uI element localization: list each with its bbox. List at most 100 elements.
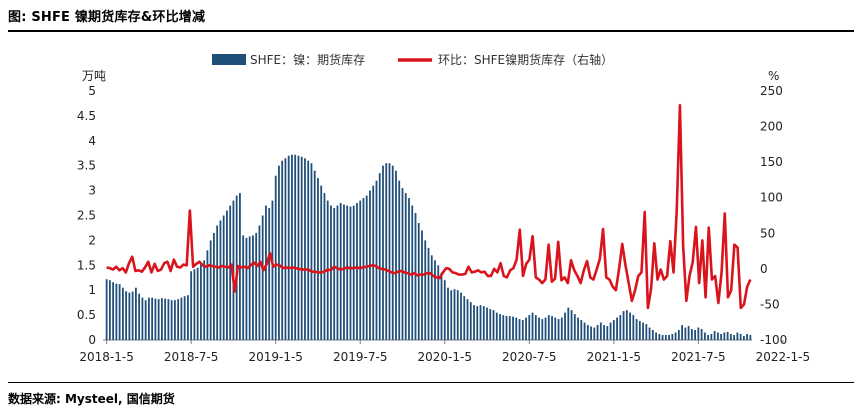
inventory-bar: [638, 321, 641, 340]
inventory-bar: [245, 237, 248, 340]
inventory-bar: [479, 305, 482, 340]
inventory-bar: [154, 298, 157, 340]
left-y-tick-label: 5: [88, 84, 96, 98]
inventory-bar: [271, 200, 274, 340]
inventory-bar: [242, 235, 245, 340]
inventory-bar: [183, 296, 186, 340]
right-y-tick-label: 0: [760, 262, 768, 276]
inventory-bar: [531, 312, 534, 340]
inventory-bar: [330, 205, 332, 340]
inventory-bar: [190, 271, 193, 340]
inventory-bar: [551, 316, 553, 340]
inventory-bar: [713, 331, 716, 340]
inventory-bar: [655, 332, 657, 340]
inventory-bar: [375, 180, 378, 340]
inventory-bar: [125, 291, 128, 340]
inventory-bar: [573, 314, 576, 340]
inventory-bar: [430, 255, 433, 340]
inventory-bar: [167, 299, 170, 340]
inventory-bar: [541, 319, 544, 340]
inventory-bar: [112, 282, 115, 340]
inventory-bar: [385, 163, 388, 340]
x-tick-label: 2018-7-5: [164, 350, 218, 364]
x-tick-label: 2020-7-5: [502, 350, 556, 364]
inventory-bar: [105, 279, 108, 340]
x-tick-label: 2018-1-5: [79, 350, 133, 364]
inventory-bar: [180, 297, 183, 340]
inventory-bar: [372, 185, 375, 340]
inventory-bar: [268, 208, 271, 340]
inventory-bar: [746, 334, 749, 340]
inventory-bar: [476, 306, 479, 340]
inventory-bar: [570, 310, 573, 340]
left-y-tick-label: 3.5: [77, 159, 96, 173]
inventory-bar: [281, 160, 284, 340]
inventory-bar: [343, 204, 345, 340]
inventory-bar: [547, 315, 550, 340]
inventory-bar: [456, 290, 459, 340]
inventory-bar: [203, 260, 206, 340]
inventory-bar: [726, 332, 729, 340]
x-tick-label: 2022-1-5: [756, 350, 810, 364]
inventory-bar: [590, 326, 592, 340]
left-y-tick-label: 3: [88, 184, 96, 198]
right-y-tick-label: 250: [760, 84, 783, 98]
inventory-bar: [651, 330, 654, 340]
inventory-bar: [499, 314, 501, 340]
inventory-bar: [671, 334, 674, 340]
inventory-bar: [560, 317, 563, 340]
inventory-bar: [703, 332, 706, 340]
left-y-tick-label: 1: [88, 283, 96, 297]
inventory-bar: [463, 296, 466, 340]
inventory-bar: [356, 203, 358, 340]
inventory-bar: [196, 267, 199, 340]
inventory-bar: [391, 165, 394, 340]
inventory-bar: [505, 316, 508, 340]
inventory-bar: [739, 334, 742, 340]
inventory-bar: [645, 324, 648, 340]
inventory-bar: [148, 297, 150, 340]
inventory-bars: [105, 154, 752, 340]
inventory-bar: [443, 280, 446, 340]
inventory-bar: [625, 310, 628, 340]
inventory-bar: [616, 317, 618, 340]
inventory-bar: [489, 309, 492, 340]
inventory-bar: [359, 200, 362, 340]
inventory-bar: [642, 322, 644, 340]
left-y-tick-label: 4.5: [77, 109, 96, 123]
left-y-tick-label: 1.5: [77, 258, 96, 272]
inventory-bar: [583, 322, 586, 340]
inventory-bar: [174, 300, 176, 340]
inventory-bar: [557, 319, 560, 340]
inventory-bar: [664, 335, 667, 340]
inventory-bar: [525, 317, 527, 340]
inventory-bar: [157, 299, 160, 340]
inventory-bar: [502, 315, 505, 340]
legend-line-label: 环比：SHFE镍期货库存（右轴）: [438, 52, 613, 67]
inventory-bar: [447, 287, 449, 340]
top-rule: [8, 30, 854, 32]
inventory-bar: [255, 232, 258, 340]
inventory-bar: [261, 215, 264, 340]
inventory-bar: [473, 305, 475, 340]
inventory-bar: [687, 326, 690, 340]
inventory-bar: [128, 292, 131, 340]
inventory-bar: [417, 222, 420, 340]
inventory-bar: [580, 320, 583, 340]
source-note: 数据来源: Mysteel, 国信期货: [8, 392, 175, 406]
left-axis-unit: 万吨: [82, 69, 106, 83]
inventory-bar: [554, 317, 557, 340]
inventory-bar: [700, 329, 703, 340]
inventory-bar: [440, 272, 443, 340]
inventory-bar: [668, 335, 670, 340]
inventory-bar: [661, 335, 664, 340]
inventory-bar: [596, 325, 599, 340]
inventory-bar: [677, 330, 680, 340]
inventory-bar: [362, 198, 365, 340]
legend-bar-swatch: [212, 54, 246, 65]
inventory-bar: [151, 297, 154, 340]
inventory-bar: [395, 170, 397, 340]
inventory-bar: [538, 317, 540, 340]
inventory-bar: [378, 173, 381, 340]
inventory-bar: [733, 335, 736, 340]
